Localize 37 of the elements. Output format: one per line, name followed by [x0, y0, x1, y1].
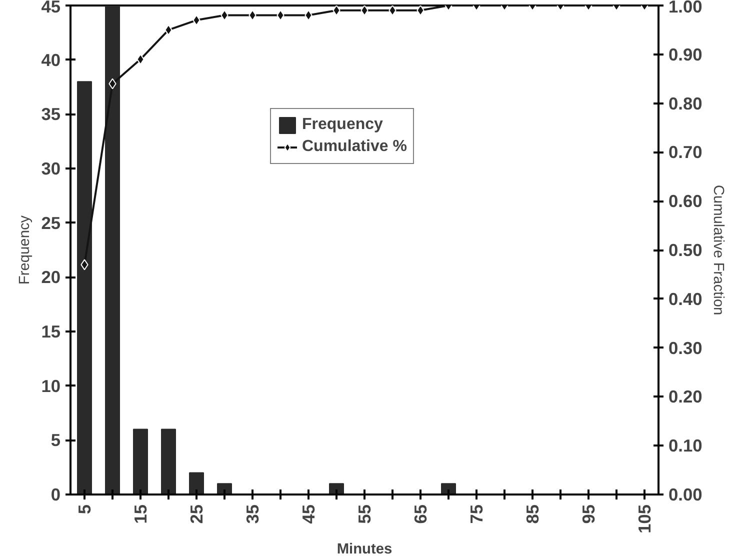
y2-tick-label: 0.00 — [668, 484, 702, 504]
x-tick-label: 75 — [466, 504, 486, 524]
x-tick-label: 5 — [74, 504, 94, 514]
y2-tick-label: 0.50 — [668, 240, 702, 260]
y2-tick-label: 0.10 — [668, 436, 702, 456]
y-tick-label: 40 — [41, 50, 61, 70]
y-tick-label: 15 — [41, 322, 61, 342]
y-tick-label: 30 — [41, 158, 61, 178]
y2-tick-label: 0.40 — [668, 288, 702, 309]
x-tick-label: 55 — [354, 504, 374, 524]
legend-label: Cumulative % — [302, 138, 407, 156]
y-tick-label: 35 — [41, 104, 61, 124]
legend-label: Frequency — [302, 116, 383, 134]
x-tick-label: 95 — [578, 504, 598, 524]
y2-tick-label: 1.00 — [668, 0, 702, 16]
y2-axis-title: Cumulative Fraction — [710, 184, 726, 316]
y-tick-label: 5 — [50, 430, 61, 450]
x-tick-label: 45 — [298, 504, 318, 524]
y-tick-label: 10 — [41, 376, 61, 396]
x-tick-label: 15 — [130, 504, 150, 524]
x-tick-label: 105 — [634, 504, 654, 534]
x-axis-title: Minutes — [336, 541, 392, 558]
y2-tick-label: 0.90 — [668, 44, 702, 64]
y-tick-label: 20 — [41, 267, 61, 288]
x-tick-label: 25 — [186, 504, 206, 524]
y-tick-label: 0 — [50, 484, 61, 504]
y2-tick-label: 0.20 — [668, 386, 702, 407]
y2-tick-label: 0.80 — [668, 93, 702, 114]
y-tick-label: 25 — [41, 212, 61, 233]
y-tick-label: 45 — [41, 0, 61, 16]
x-tick-label: 65 — [410, 504, 430, 524]
x-tick-label: 85 — [522, 504, 542, 524]
y2-tick-label: 0.30 — [668, 338, 702, 358]
y2-tick-label: 0.70 — [668, 142, 702, 162]
y2-tick-label: 0.60 — [668, 191, 702, 212]
x-tick-label: 35 — [242, 504, 262, 524]
y-axis-title: Frequency — [17, 214, 34, 285]
